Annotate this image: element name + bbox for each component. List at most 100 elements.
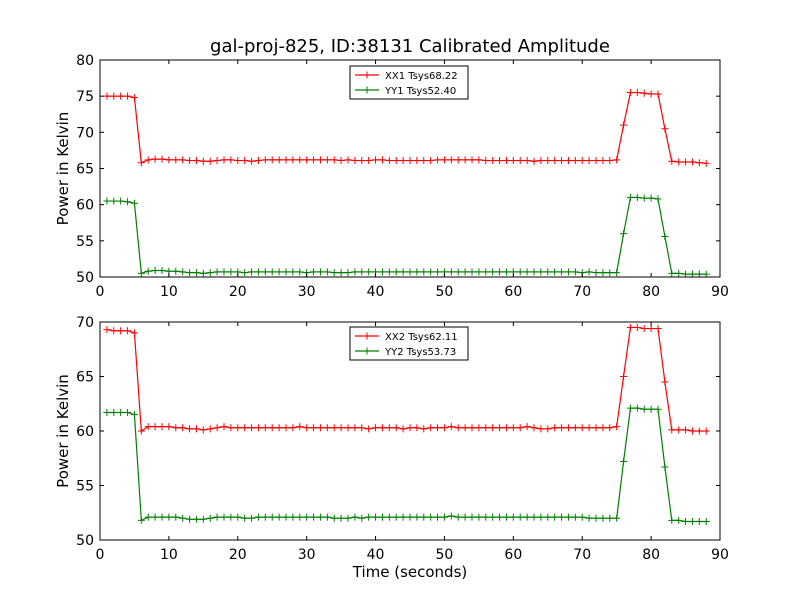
data-point: [206, 157, 214, 165]
series-line-2: [106, 196, 707, 275]
data-point: [620, 458, 628, 466]
data-point: [509, 424, 517, 432]
data-point: [261, 156, 269, 164]
data-point: [633, 323, 641, 331]
data-point: [378, 156, 386, 164]
y-tick-label: 55: [76, 479, 94, 495]
y-tick-label: 65: [76, 162, 94, 178]
data-point: [440, 513, 448, 521]
data-point: [103, 92, 111, 100]
series-line-1: [106, 91, 707, 165]
data-point: [330, 156, 338, 164]
data-point: [351, 157, 359, 165]
data-point: [682, 426, 690, 434]
data-point: [427, 424, 435, 432]
data-point: [137, 516, 145, 524]
data-point: [551, 157, 559, 165]
data-point: [213, 268, 221, 276]
data-point: [227, 156, 235, 164]
data-point: [365, 513, 373, 521]
data-point: [199, 515, 207, 523]
x-tick-label: 30: [298, 284, 316, 300]
data-point: [551, 513, 559, 521]
data-point: [282, 268, 290, 276]
data-point: [468, 156, 476, 164]
data-point: [661, 378, 669, 386]
data-point: [447, 156, 455, 164]
data-point: [544, 513, 552, 521]
data-point: [613, 269, 621, 277]
data-point: [599, 269, 607, 277]
data-point: [606, 269, 614, 277]
data-point: [592, 514, 600, 522]
x-tick-label: 50: [436, 547, 454, 563]
data-point: [461, 513, 469, 521]
data-point: [310, 424, 318, 432]
data-point: [378, 513, 386, 521]
data-point: [475, 513, 483, 521]
data-point: [392, 424, 400, 432]
x-axis-label: Time (seconds): [352, 563, 468, 581]
data-point: [496, 268, 504, 276]
data-point: [461, 268, 469, 276]
data-point: [220, 513, 228, 521]
data-point: [337, 157, 345, 165]
data-point: [654, 325, 662, 333]
data-point: [130, 411, 138, 419]
x-tick-label: 40: [367, 284, 385, 300]
x-tick-label: 90: [711, 547, 729, 563]
data-point: [613, 423, 621, 431]
data-point: [661, 125, 669, 133]
legend: XX1 Tsys68.22 YY1 Tsys52.40: [349, 65, 469, 100]
data-point: [385, 424, 393, 432]
data-point: [268, 513, 276, 521]
y-tick-label: 80: [76, 53, 94, 69]
data-point: [289, 156, 297, 164]
data-point: [358, 514, 366, 522]
data-point: [199, 426, 207, 434]
data-point: [117, 92, 125, 100]
data-point: [640, 325, 648, 333]
data-point: [406, 424, 414, 432]
data-point: [578, 513, 586, 521]
data-point: [530, 424, 538, 432]
data-point: [461, 424, 469, 432]
data-point: [289, 268, 297, 276]
data-point: [626, 89, 634, 97]
data-point: [234, 424, 242, 432]
data-point: [537, 425, 545, 433]
data-point: [275, 513, 283, 521]
data-point: [206, 514, 214, 522]
data-point: [688, 158, 696, 166]
data-point: [392, 513, 400, 521]
data-point: [502, 424, 510, 432]
data-point: [571, 268, 579, 276]
data-point: [385, 513, 393, 521]
legend-marker: [363, 347, 371, 355]
data-point: [613, 514, 621, 522]
data-point: [578, 424, 586, 432]
x-tick-label: 10: [160, 284, 178, 300]
data-point: [110, 327, 118, 335]
data-point: [351, 424, 359, 432]
data-point: [551, 268, 559, 276]
y-tick-label: 60: [76, 424, 94, 440]
data-point: [151, 423, 159, 431]
data-point: [640, 89, 648, 97]
data-point: [585, 424, 593, 432]
data-point: [186, 425, 194, 433]
data-point: [434, 424, 442, 432]
data-point: [489, 424, 497, 432]
x-tick-label: 40: [367, 547, 385, 563]
y-tick-label: 65: [76, 370, 94, 386]
data-point: [413, 268, 421, 276]
data-point: [165, 513, 173, 521]
x-tick-label: 70: [573, 547, 591, 563]
data-point: [323, 424, 331, 432]
data-point: [558, 513, 566, 521]
data-point: [192, 157, 200, 165]
data-point: [337, 514, 345, 522]
data-point: [620, 121, 628, 129]
data-point: [454, 268, 462, 276]
